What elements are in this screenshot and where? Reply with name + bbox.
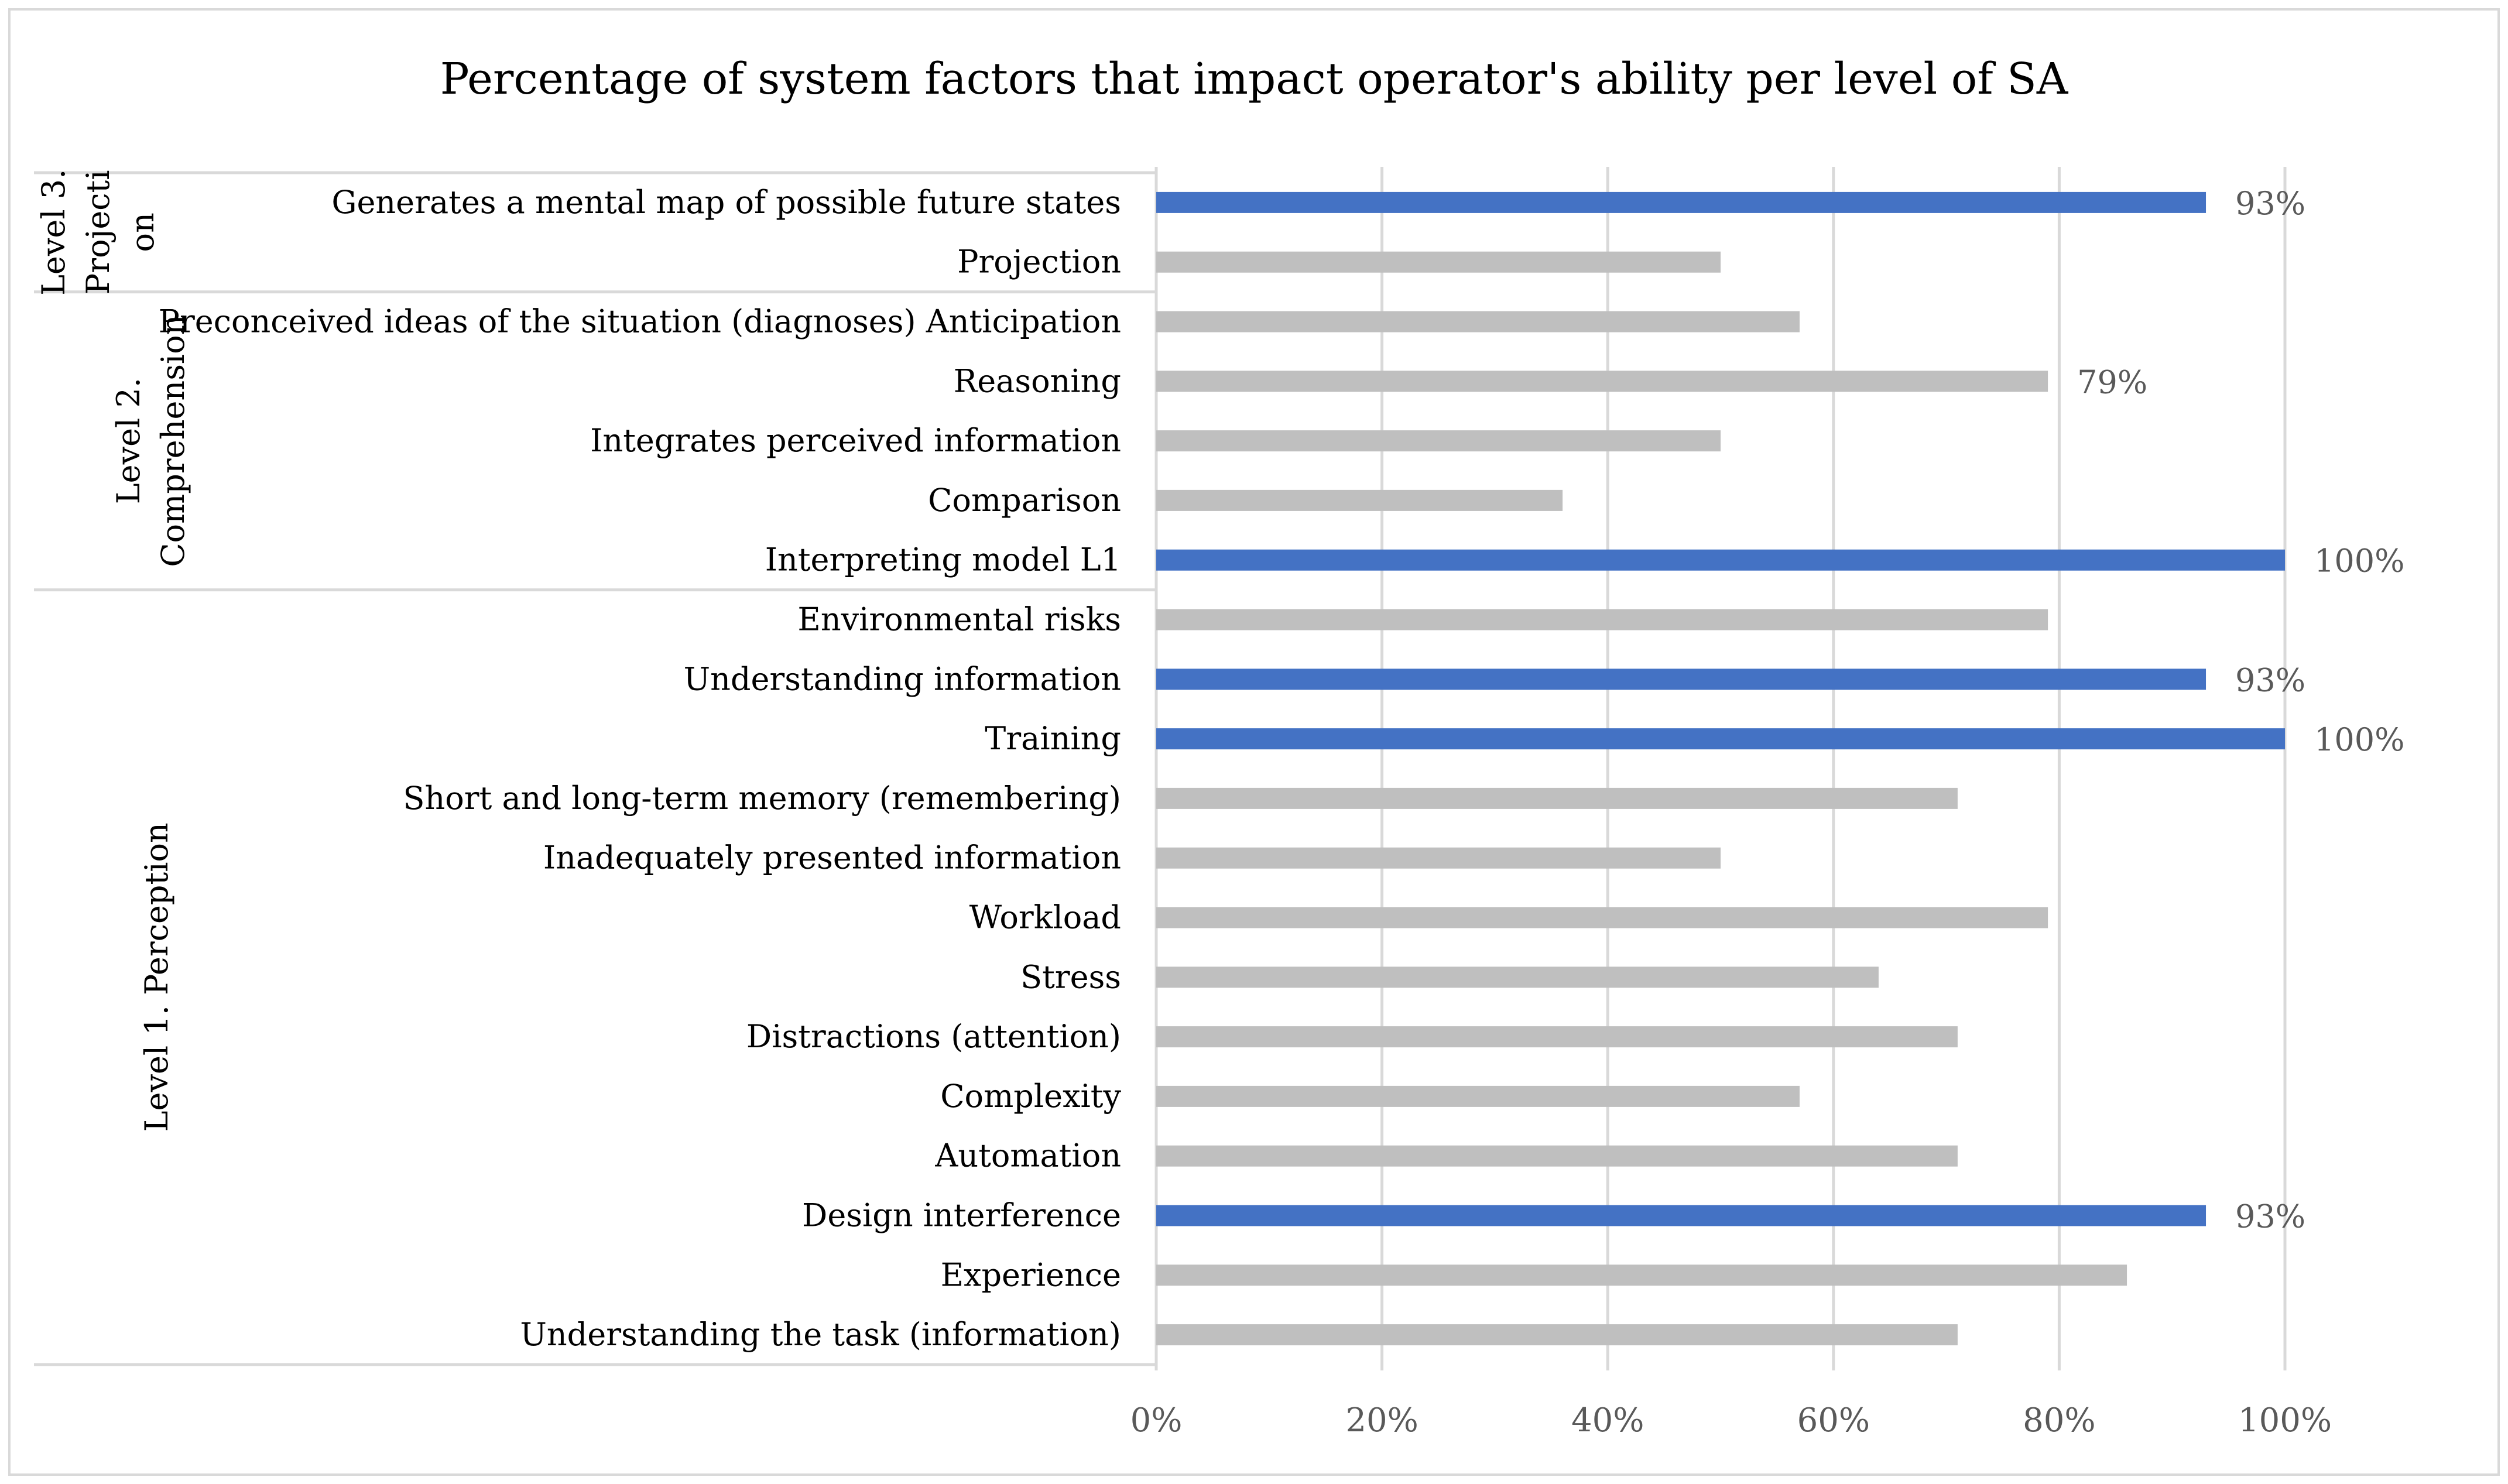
category-label: Short and long-term memory (remembering) [403, 780, 1121, 817]
x-tick-label: 80% [2023, 1401, 2095, 1440]
bar [1156, 549, 2285, 571]
category-label: Understanding information [684, 660, 1121, 697]
category-label: Training [985, 720, 1121, 757]
category-label: Integrates perceived information [590, 422, 1121, 459]
bars [1156, 191, 2285, 1346]
data-label: 93% [2235, 662, 2305, 698]
bar [1156, 728, 2285, 750]
bar [1156, 787, 1958, 809]
group-label-line: Level 3. [35, 169, 72, 296]
bar [1156, 1264, 2127, 1286]
category-labels: Generates a mental map of possible futur… [159, 184, 1122, 1353]
category-label: Distractions (attention) [746, 1018, 1121, 1055]
data-label: 93% [2235, 185, 2305, 222]
category-label: Workload [969, 899, 1121, 936]
bar [1156, 1145, 1958, 1167]
group-label-line: Comprehension [155, 315, 191, 567]
group-label: Level 3. Projecti on [35, 169, 161, 296]
category-label: Complexity [940, 1078, 1121, 1115]
bar [1156, 489, 1563, 511]
data-label: 93% [2235, 1198, 2305, 1235]
category-label: Comparison [928, 482, 1121, 519]
bar [1156, 907, 2048, 928]
category-label: Projection [957, 244, 1121, 280]
category-label: Inadequately presented information [543, 839, 1121, 876]
bar [1156, 1205, 2207, 1226]
bar [1156, 1324, 1958, 1346]
bar [1156, 251, 1721, 273]
bar [1156, 311, 1800, 333]
x-tick-label: 60% [1797, 1401, 1870, 1440]
bar [1156, 1085, 1800, 1107]
chart-title: Percentage of system factors that impact… [440, 54, 2069, 104]
group-label-line: on [124, 213, 161, 252]
x-tick-label: 20% [1345, 1401, 1418, 1440]
gridlines [1154, 167, 2287, 1370]
category-label: Interpreting model L1 [765, 541, 1121, 578]
x-tick-label: 0% [1130, 1401, 1183, 1440]
group-label-line: Projecti [80, 170, 117, 295]
data-label: 79% [2077, 364, 2147, 400]
bar [1156, 609, 2048, 630]
category-label: Automation [934, 1137, 1121, 1174]
data-label: 100% [2314, 721, 2404, 758]
x-axis-ticks: 0% 20% 40% 60% 80% 100% [1130, 1401, 2332, 1440]
category-label: Reasoning [954, 362, 1121, 399]
x-tick-label: 100% [2238, 1401, 2332, 1440]
group-label: Level 2. Comprehension [110, 315, 191, 567]
bar [1156, 191, 2207, 213]
group-label-line: Level 1. Perception [138, 822, 175, 1132]
bar [1156, 669, 2207, 690]
bar [1156, 1026, 1958, 1048]
category-label: Environmental risks [797, 601, 1121, 638]
category-label: Design interference [802, 1197, 1121, 1234]
category-label: Understanding the task (information) [520, 1316, 1121, 1353]
category-label: Preconceived ideas of the situation (dia… [159, 303, 1121, 340]
data-labels: 93%79%100%93%100%93% [2077, 185, 2404, 1235]
group-label: Level 1. Perception [138, 822, 175, 1132]
category-label: Stress [1020, 958, 1121, 995]
category-label: Generates a mental map of possible futur… [331, 184, 1121, 221]
bar [1156, 847, 1721, 869]
bar [1156, 430, 1721, 452]
bar [1156, 967, 1879, 988]
bar [1156, 371, 2048, 392]
group-label-line: Level 2. [110, 378, 147, 504]
data-label: 100% [2314, 543, 2404, 580]
category-label: Experience [941, 1256, 1121, 1293]
x-tick-label: 40% [1571, 1401, 1644, 1440]
